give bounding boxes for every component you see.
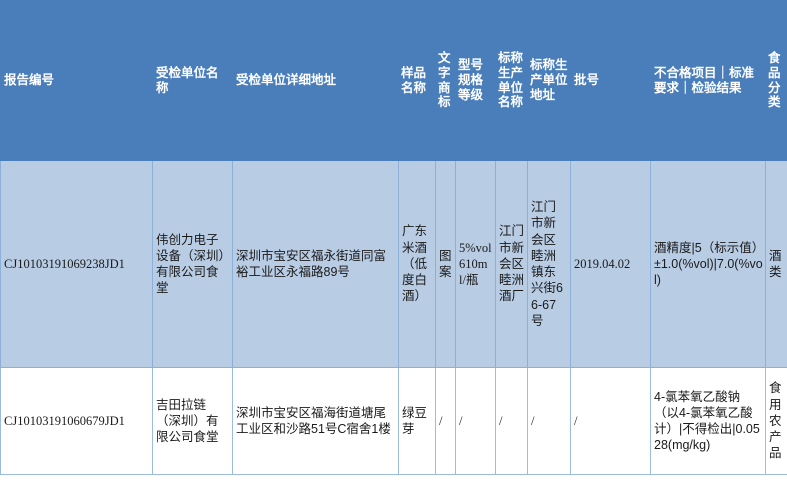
- cell-producer-name: 江门市新会区睦洲酒厂: [495, 160, 528, 368]
- cell-producer-name: /: [495, 367, 528, 475]
- column-header-producer-name: 标称生产单位名称: [495, 0, 528, 161]
- column-header-batch-no: 批号: [570, 0, 651, 161]
- cell-report-no: CJ10103191060679JD1: [0, 367, 153, 475]
- cell-unit-address: 深圳市宝安区福永街道同富裕工业区永福路89号: [232, 160, 399, 368]
- cell-producer-addr: 江门市新会区睦洲镇东兴街66-67号: [527, 160, 571, 368]
- cell-trademark: 图案: [435, 160, 456, 368]
- table-body: CJ10103191069238JD1 伟创力电子设备（深圳）有限公司食堂 深圳…: [0, 160, 787, 475]
- column-header-producer-addr: 标称生产单位地址: [527, 0, 571, 161]
- cell-food-category: 食用农产品: [765, 367, 787, 475]
- column-header-trademark: 文字商标: [435, 0, 456, 161]
- cell-sample-name: 绿豆芽: [398, 367, 436, 475]
- cell-fail-items: 4-氯苯氧乙酸钠（以4-氯苯氧乙酸计）|不得检出|0.0528(mg/kg): [650, 367, 766, 475]
- cell-unit-name: 伟创力电子设备（深圳）有限公司食堂: [152, 160, 233, 368]
- table-row: CJ10103191069238JD1 伟创力电子设备（深圳）有限公司食堂 深圳…: [0, 160, 787, 368]
- table-row: CJ10103191060679JD1 吉田拉链（深圳）有限公司食堂 深圳市宝安…: [0, 367, 787, 475]
- cell-report-no: CJ10103191069238JD1: [0, 160, 153, 368]
- cell-sample-name: 广东米酒（低度白酒）: [398, 160, 436, 368]
- cell-model-spec: /: [455, 367, 496, 475]
- column-header-unit-name: 受检单位名称: [152, 0, 233, 161]
- column-header-food-category: 食品分类: [765, 0, 787, 161]
- table-header: 报告编号 受检单位名称 受检单位详细地址 样品名称 文字商标 型号规格等级 标称…: [0, 0, 787, 161]
- cell-trademark: /: [435, 367, 456, 475]
- cell-batch-no: 2019.04.02: [570, 160, 651, 368]
- column-header-sample-name: 样品名称: [398, 0, 436, 161]
- cell-model-spec: 5%vol 610ml/瓶: [455, 160, 496, 368]
- cell-unit-address: 深圳市宝安区福海街道塘尾工业区和沙路51号C宿舍1楼: [232, 367, 399, 475]
- header-row: 报告编号 受检单位名称 受检单位详细地址 样品名称 文字商标 型号规格等级 标称…: [0, 0, 787, 161]
- column-header-unit-address: 受检单位详细地址: [232, 0, 399, 161]
- cell-food-category: 酒类: [765, 160, 787, 368]
- cell-fail-items: 酒精度|5（标示值）±1.0(%vol)|7.0(%vol): [650, 160, 766, 368]
- column-header-fail-items: 不合格项目｜标准要求｜检验结果: [650, 0, 766, 161]
- cell-batch-no: /: [570, 367, 651, 475]
- column-header-model-spec: 型号规格等级: [455, 0, 496, 161]
- cell-producer-addr: /: [527, 367, 571, 475]
- cell-unit-name: 吉田拉链（深圳）有限公司食堂: [152, 367, 233, 475]
- column-header-report-no: 报告编号: [0, 0, 153, 161]
